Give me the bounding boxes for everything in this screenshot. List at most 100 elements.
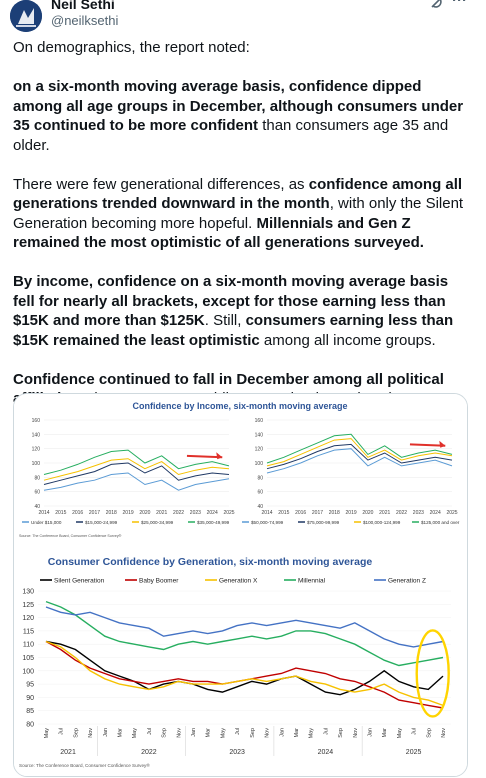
income-chart-title: Confidence by Income, six-month moving a… (132, 401, 347, 411)
y-tick-label: 160 (32, 418, 41, 424)
trend-arrow (186, 454, 223, 459)
x-tick-label: 2017 (89, 510, 100, 516)
text-run: , with only the Silent Generation becomi… (13, 195, 464, 232)
tweet-paragraph-2: on a six-month moving average basis, con… (13, 77, 473, 155)
more-icon[interactable]: ··· (452, 0, 467, 9)
text-run: on a six-month moving average basis, con… (13, 78, 464, 134)
legend-label: $75,000-99,999 (307, 520, 340, 525)
x-tick-label: 2022 (396, 510, 407, 516)
x-tick-label: 2021 (156, 510, 167, 516)
generation-legend-label: Silent Generation (54, 578, 105, 585)
month-tick-label: Jul (59, 728, 65, 735)
y-tick-label: 120 (32, 447, 41, 453)
x-tick-label: 2019 (346, 510, 357, 516)
generation-chart-title: Consumer Confidence by Generation, six-m… (48, 556, 373, 568)
generation-series-line (45, 640, 444, 696)
x-tick-label: 2014 (261, 510, 272, 516)
y-tick-label: 100 (22, 668, 34, 675)
y-tick-label: 40 (257, 504, 263, 510)
income-chart-source: Source: The Conference Board, Consumer C… (19, 534, 122, 538)
y-tick-label: 125 (22, 602, 34, 609)
month-tick-label: Jan (191, 728, 197, 737)
y-tick-label: 80 (257, 475, 263, 481)
month-tick-label: Mar (206, 728, 212, 738)
author-handle[interactable]: @neilksethi (51, 13, 119, 28)
generation-chart-bg (14, 546, 467, 776)
author-name[interactable]: Neil Sethi (51, 0, 115, 12)
tweet-header: Neil Sethi @neilksethi ··· (0, 0, 486, 34)
text-run: There were few generational differences,… (13, 175, 309, 193)
legend-label: $100,000-124,999 (363, 520, 401, 525)
x-tick-label: 2015 (55, 510, 66, 516)
tweet-media-image[interactable]: Confidence by Income, six-month moving a… (13, 393, 468, 777)
month-tick-label: Jul (412, 728, 418, 735)
year-tick-label: 2025 (406, 749, 422, 756)
text-run: Millennials and Gen Z remained the most … (13, 214, 424, 252)
trend-arrow-head (216, 452, 223, 460)
y-tick-label: 140 (255, 432, 264, 438)
generation-legend-label: Millennial (298, 578, 326, 585)
month-tick-label: Jul (147, 728, 153, 735)
month-tick-label: Nov (265, 728, 271, 738)
month-tick-label: Sep (250, 728, 256, 738)
text-run: among all income groups. (259, 331, 436, 349)
y-tick-label: 80 (26, 722, 34, 729)
legend-label: $125,000 and over (421, 520, 460, 525)
y-tick-label: 60 (257, 490, 263, 496)
month-tick-label: Jul (323, 728, 329, 735)
text-run: confidence among all generations trended… (13, 175, 463, 213)
x-tick-label: 2018 (106, 510, 117, 516)
x-tick-label: 2020 (362, 510, 373, 516)
legend-label: Under $15,000 (31, 520, 62, 525)
generation-series-line (45, 600, 444, 667)
income-series-line (266, 443, 453, 470)
month-tick-label: Jan (367, 728, 373, 737)
month-tick-label: Sep (426, 728, 432, 738)
y-tick-label: 115 (23, 628, 34, 635)
month-tick-label: Sep (338, 728, 344, 738)
trend-arrow (409, 443, 446, 447)
y-tick-label: 40 (34, 504, 40, 510)
income-series-line (43, 458, 230, 481)
tweet-paragraph-3: There were few generational differences,… (13, 175, 473, 253)
month-tick-label: May (309, 728, 315, 739)
x-tick-label: 2019 (123, 510, 134, 516)
income-series-line (43, 449, 230, 475)
x-tick-label: 2022 (173, 510, 184, 516)
month-tick-label: Mar (294, 728, 300, 738)
month-tick-label: Jan (279, 728, 285, 737)
avatar-logo-icon (10, 0, 42, 32)
tweet-paragraph-1: On demographics, the report noted: (13, 39, 250, 56)
month-tick-label: Mar (382, 728, 388, 738)
text-run: consumers earning less than $15K remaine… (13, 312, 454, 349)
y-tick-label: 120 (255, 447, 264, 453)
year-tick-label: 2023 (229, 749, 245, 756)
y-tick-label: 160 (255, 418, 264, 424)
x-tick-label: 2020 (139, 510, 150, 516)
y-tick-label: 100 (255, 461, 264, 467)
x-tick-label: 2023 (190, 510, 201, 516)
legend-label: $15,000-24,999 (85, 520, 118, 525)
y-tick-label: 85 (26, 708, 34, 715)
y-tick-label: 100 (32, 461, 41, 467)
avatar[interactable] (10, 0, 42, 32)
y-tick-label: 130 (22, 589, 34, 596)
x-tick-label: 2024 (430, 510, 441, 516)
y-tick-label: 105 (22, 655, 34, 662)
generation-series-line (45, 640, 444, 707)
year-tick-label: 2024 (318, 749, 334, 756)
generation-chart-source: Source: The Conference Board, Consumer C… (19, 762, 150, 768)
tweet-text: On demographics, the report noted: on a … (13, 38, 473, 428)
text-run: than consumers age 35 and older. (13, 117, 449, 154)
x-tick-label: 2016 (295, 510, 306, 516)
income-series-line (266, 448, 453, 474)
month-tick-label: Sep (162, 728, 168, 738)
text-run: By income, confidence on a six-month mov… (13, 273, 449, 329)
generation-series-line (45, 606, 444, 648)
month-tick-label: May (44, 728, 50, 739)
month-tick-label: May (397, 728, 403, 739)
x-tick-label: 2025 (223, 510, 234, 516)
grok-icon[interactable] (429, 0, 445, 14)
month-tick-label: Nov (353, 728, 359, 738)
legend-label: $35,000-49,999 (197, 520, 230, 525)
